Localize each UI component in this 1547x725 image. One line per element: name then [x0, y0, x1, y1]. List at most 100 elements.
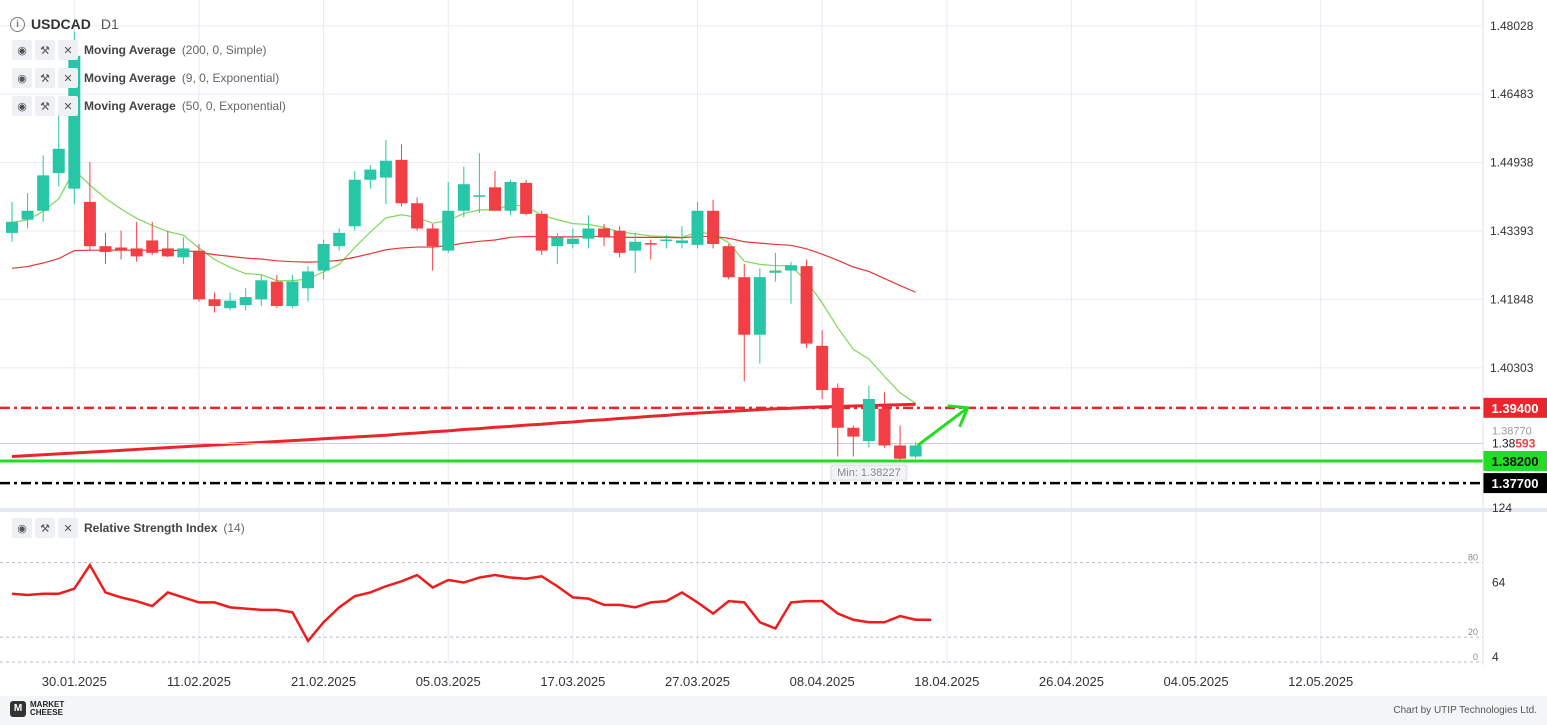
candle	[535, 210, 548, 256]
candle-body	[800, 266, 813, 344]
candle-body	[83, 201, 96, 247]
candle	[52, 111, 65, 187]
x-tick-label: 17.03.2025	[540, 674, 605, 689]
candle-body	[21, 210, 34, 220]
candle	[37, 155, 50, 222]
cheese-icon: M	[10, 701, 26, 717]
x-tick-label: 08.04.2025	[790, 674, 855, 689]
candle-body	[6, 221, 18, 233]
arrow-head	[947, 404, 970, 428]
candle	[894, 425, 907, 461]
wrench-icon[interactable]: ⚒	[35, 68, 55, 88]
indicator-ma200: ◉ ⚒ ✕ Moving Average (200, 0, Simple)	[12, 39, 267, 61]
candle-body	[177, 248, 190, 258]
price-level-tag	[1483, 473, 1547, 494]
candle-body	[909, 445, 922, 457]
eye-icon[interactable]: ◉	[12, 68, 32, 88]
candle-body	[613, 230, 626, 253]
price-level-label: 1.39400	[1492, 401, 1539, 416]
candle-body	[566, 238, 579, 244]
x-tick-label: 27.03.2025	[665, 674, 730, 689]
close-icon[interactable]: ✕	[58, 518, 78, 538]
candle	[255, 274, 268, 306]
candle	[130, 221, 143, 262]
candle-body	[52, 148, 65, 174]
rsi-line	[11, 562, 932, 644]
info-icon[interactable]: i	[10, 16, 25, 32]
axes: 30.01.2025 11.02.2025 21.02.2025 05.03.2025…	[0, 0, 1547, 689]
candle	[239, 288, 252, 311]
candle-body	[426, 228, 439, 247]
candle-body	[348, 179, 361, 227]
candle-body	[707, 210, 720, 244]
indicator-params: (50, 0, Exponential)	[181, 99, 286, 113]
candle-body	[598, 228, 611, 238]
candle-body	[582, 228, 595, 239]
candle	[411, 197, 424, 231]
candle	[707, 199, 720, 249]
footer: M MARKET CHEESE Chart by UTIP Technologi…	[0, 696, 1547, 725]
timeframe-label[interactable]: D1	[100, 16, 119, 32]
x-tick-label: 12.05.2025	[1288, 674, 1353, 689]
close-icon[interactable]: ✕	[58, 68, 78, 88]
candle-body	[395, 159, 408, 204]
candle-body	[894, 445, 907, 459]
wrench-icon[interactable]: ⚒	[35, 40, 55, 60]
candle-body	[442, 210, 455, 251]
y-tick-label: 1.41848	[1490, 292, 1534, 306]
candle	[613, 226, 626, 258]
candle-body	[457, 184, 470, 211]
brand-logo[interactable]: M MARKET CHEESE	[10, 701, 78, 717]
candle	[878, 392, 891, 448]
rsi-level-label: 20	[1468, 627, 1478, 637]
candle-body	[270, 281, 283, 306]
candles[interactable]	[6, 31, 922, 461]
candle-body	[691, 210, 704, 245]
candle-body	[473, 195, 486, 197]
candle-body	[192, 250, 205, 300]
candle	[208, 292, 221, 313]
candle-body	[660, 239, 673, 242]
candle-body	[722, 246, 735, 278]
candle-body	[115, 247, 128, 251]
candle	[395, 144, 408, 207]
candle	[800, 259, 813, 349]
credit-text: Chart by UTIP Technologies Ltd.	[1393, 705, 1537, 716]
eye-icon[interactable]: ◉	[12, 40, 32, 60]
x-tick-label: 26.04.2025	[1039, 674, 1104, 689]
eye-icon[interactable]: ◉	[12, 518, 32, 538]
rsi-level-label: 0	[1473, 652, 1478, 662]
close-icon[interactable]: ✕	[58, 40, 78, 60]
candle-body	[738, 277, 751, 335]
rsi-tick-label: 4	[1492, 650, 1499, 664]
candle	[457, 166, 470, 218]
candle	[286, 274, 299, 309]
price-level-label: 1.38200	[1492, 454, 1539, 469]
indicator-name: Moving Average	[84, 71, 176, 85]
chart-header: i USDCAD D1	[10, 14, 119, 34]
candle-body	[379, 160, 392, 178]
wrench-icon[interactable]: ⚒	[35, 96, 55, 116]
candle	[629, 232, 642, 273]
x-tick-label: 04.05.2025	[1164, 674, 1229, 689]
candle-body	[286, 281, 299, 306]
candle	[379, 139, 392, 205]
rsi-tick-label: 64	[1492, 576, 1506, 590]
candle	[660, 235, 673, 249]
indicator-params: (200, 0, Simple)	[181, 43, 267, 57]
candle-body	[644, 243, 657, 245]
eye-icon[interactable]: ◉	[12, 96, 32, 116]
candle-body	[130, 248, 143, 257]
close-icon[interactable]: ✕	[58, 96, 78, 116]
candle	[862, 385, 875, 448]
indicator-ma9: ◉ ⚒ ✕ Moving Average (9, 0, Exponential)	[12, 67, 279, 89]
wrench-icon[interactable]: ⚒	[35, 518, 55, 538]
x-tick-label: 05.03.2025	[416, 674, 481, 689]
price-level-tag	[1483, 450, 1547, 471]
candle	[115, 230, 128, 260]
indicator-params: (14)	[223, 521, 245, 535]
candle	[6, 201, 18, 242]
hidden-price-label: 1.38770	[1492, 426, 1532, 438]
